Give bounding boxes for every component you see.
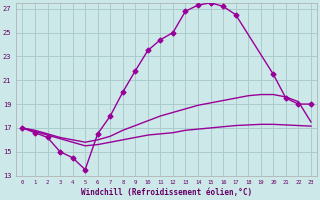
X-axis label: Windchill (Refroidissement éolien,°C): Windchill (Refroidissement éolien,°C) <box>81 188 252 197</box>
